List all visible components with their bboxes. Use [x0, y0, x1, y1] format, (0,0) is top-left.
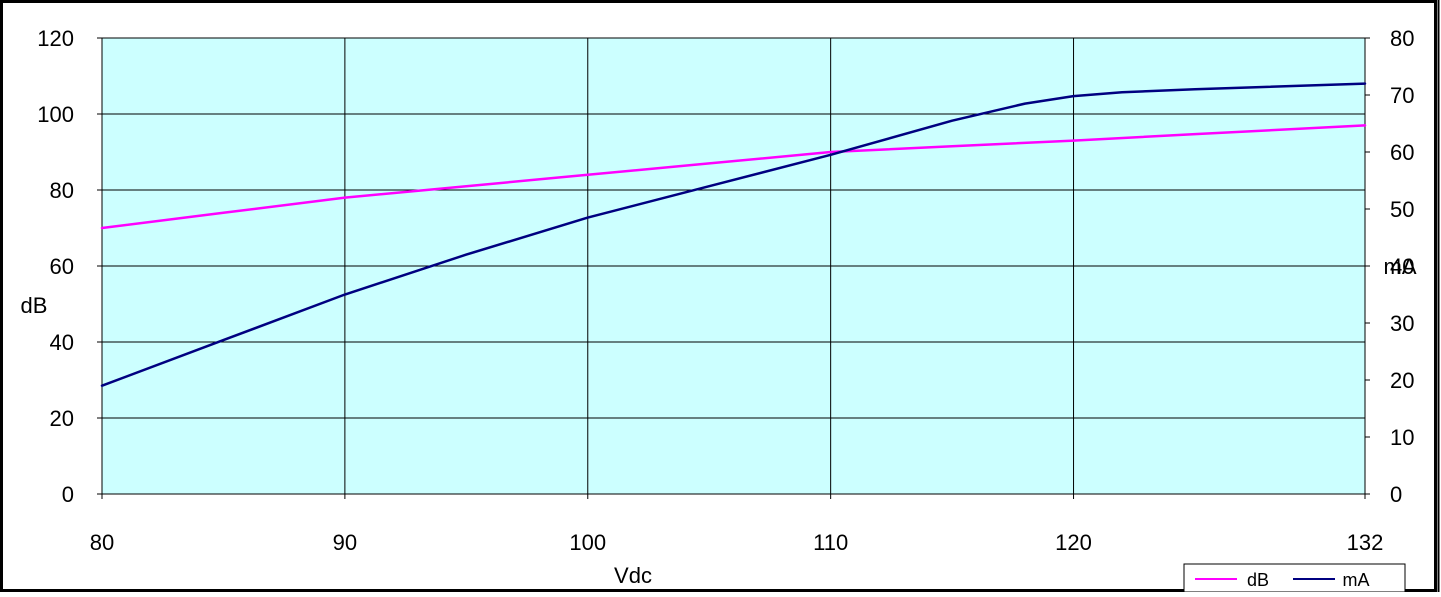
x-tick-label: 80	[90, 530, 114, 555]
y-tick-label: 40	[50, 330, 74, 355]
y-tick-label: 120	[37, 26, 74, 51]
legend-label-mA: mA	[1343, 570, 1370, 590]
x-tick-label: 100	[569, 530, 606, 555]
y-tick-label: 60	[50, 254, 74, 279]
y-tick-label: 80	[50, 178, 74, 203]
series-line-dB	[100, 124, 1367, 230]
y2-tick-label: 60	[1390, 140, 1414, 165]
y2-tick-label: 30	[1390, 311, 1414, 336]
y-axis-title: dB	[21, 293, 48, 318]
y2-tick-label: 10	[1390, 425, 1414, 450]
x-tick-label: 120	[1055, 530, 1092, 555]
y-tick-label: 0	[62, 482, 74, 507]
series-line-mA	[100, 82, 1367, 387]
legend-label-dB: dB	[1247, 570, 1269, 590]
grid-layer	[102, 38, 1365, 494]
x-tick-label: 110	[813, 530, 848, 555]
y-tick-label: 100	[37, 102, 74, 127]
y2-tick-label: 70	[1390, 83, 1414, 108]
x-tick-label: 90	[333, 530, 357, 555]
x-tick-label: 132	[1347, 530, 1384, 555]
y-tick-label: 20	[50, 406, 74, 431]
series-layer	[100, 82, 1367, 387]
y2-tick-label: 80	[1390, 26, 1414, 51]
legend: dB mA	[1183, 563, 1406, 593]
y2-tick-label: 0	[1390, 482, 1402, 507]
y2-tick-label: 40	[1390, 254, 1414, 279]
x-axis-title: Vdc	[614, 563, 652, 588]
y2-tick-label: 20	[1390, 368, 1414, 393]
y2-axis-title: mA	[1384, 254, 1417, 279]
y2-tick-label: 50	[1390, 197, 1414, 222]
